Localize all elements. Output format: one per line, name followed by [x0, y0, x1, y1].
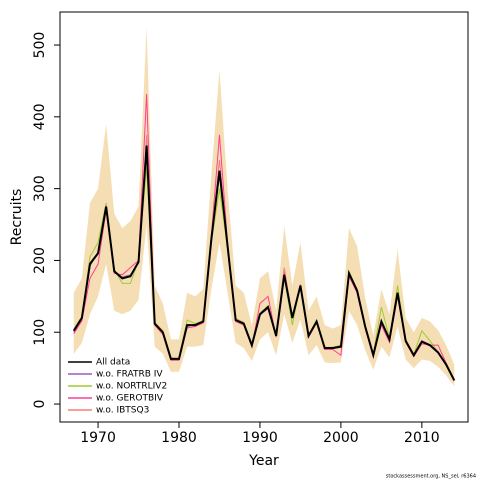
x-tick-label: 2000	[323, 430, 359, 446]
y-tick-label: 0	[32, 400, 48, 409]
confidence-band	[73, 27, 455, 387]
y-tick-label: 500	[32, 32, 48, 59]
legend-label: w.o. GEROTBIV	[96, 394, 164, 404]
annotation: stockassessment.org, NS_sel, r6364	[386, 474, 476, 480]
y-tick-label: 200	[32, 247, 48, 274]
plot-frame	[59, 11, 469, 423]
y-axis-label: Recruits	[9, 189, 25, 246]
x-tick-label: 1990	[242, 430, 278, 446]
y-tick-label: 400	[32, 103, 48, 130]
legend-label: w.o. NORTRLIV2	[96, 382, 167, 392]
y-tick-label: 100	[32, 319, 48, 346]
x-tick-label: 1980	[161, 430, 197, 446]
x-tick-label: 1970	[80, 430, 116, 446]
legend-label: w.o. IBTSQ3	[96, 406, 149, 416]
legend-label: w.o. FRATRB IV	[96, 370, 163, 380]
legend-label: All data	[96, 358, 130, 368]
series-line	[72, 145, 456, 381]
x-axis-label: Year	[248, 453, 279, 469]
x-tick-label: 2010	[404, 430, 440, 446]
y-tick-label: 300	[32, 175, 48, 202]
